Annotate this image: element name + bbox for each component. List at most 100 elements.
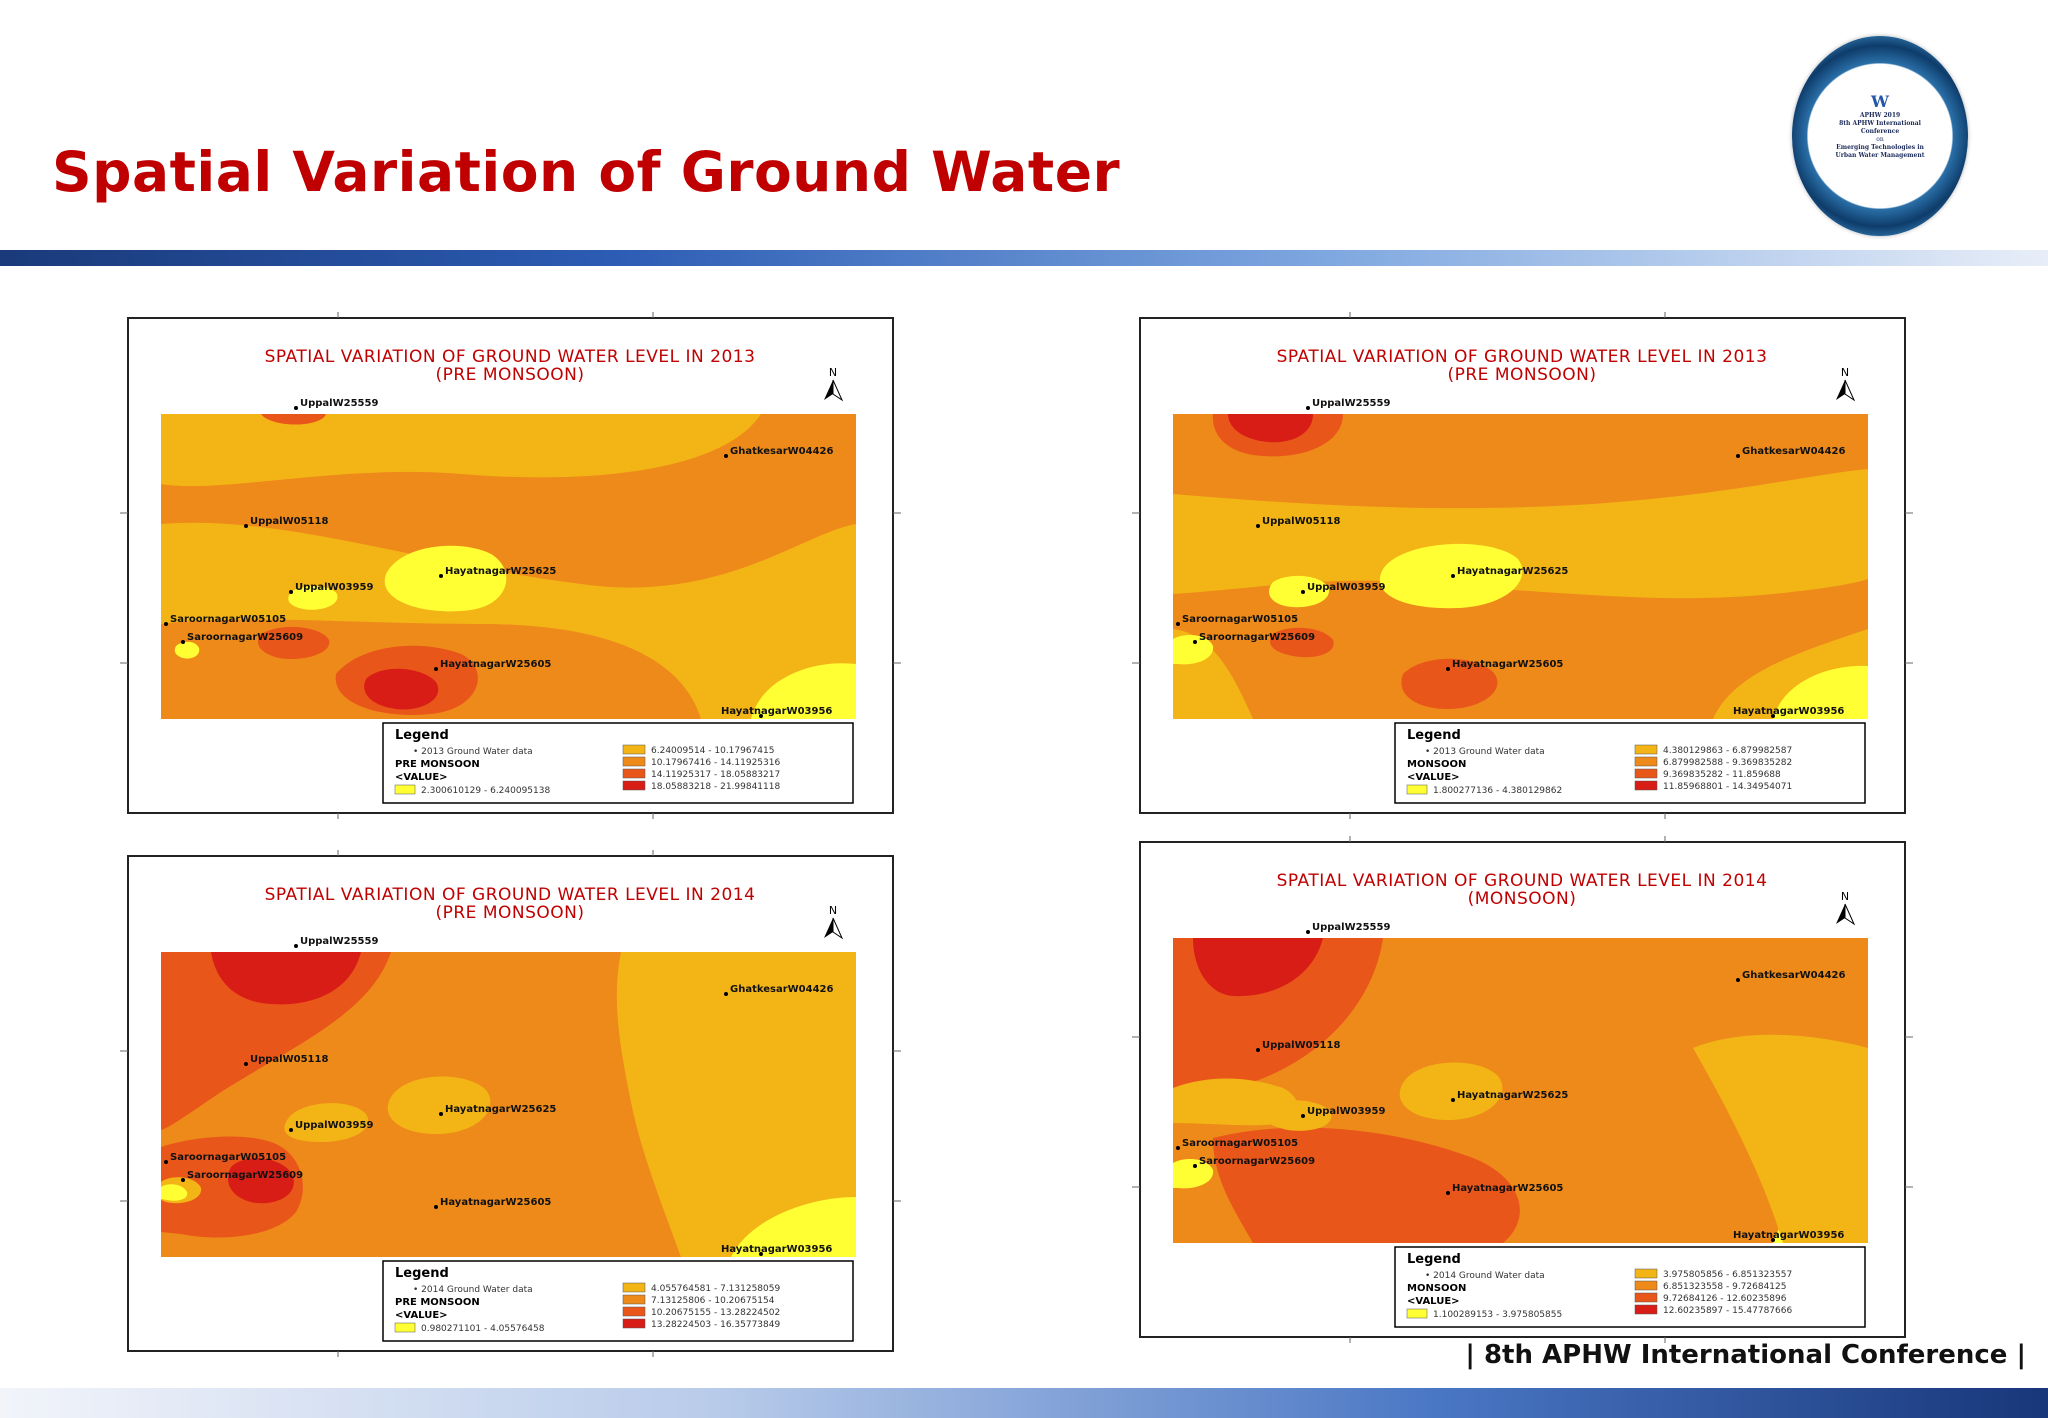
legend-swatch-class5 xyxy=(1634,780,1658,791)
well-point xyxy=(759,1252,763,1256)
well-point xyxy=(434,1205,438,1209)
well-label: SaroornagarW25609 xyxy=(1199,632,1315,643)
north-arrow-left xyxy=(824,380,833,400)
legend-point-label: • 2013 Ground Water data xyxy=(413,747,533,757)
legend-class-label: 14.11925317 - 18.05883217 xyxy=(651,770,780,780)
map-title: SPATIAL VARIATION OF GROUND WATER LEVEL … xyxy=(1277,871,1768,891)
well-label: UppalW25559 xyxy=(1312,398,1390,409)
north-arrow-right xyxy=(1844,903,1856,926)
interpolated-surface: UppalW25559 GhatkesarW04426 UppalW05118 Upp… xyxy=(161,936,856,1257)
legend-swatch-class1 xyxy=(1406,1308,1428,1319)
well-point xyxy=(759,714,763,718)
well-label: SaroornagarW05105 xyxy=(170,1152,286,1163)
well-label: UppalW25559 xyxy=(300,936,378,947)
legend-swatch-class4 xyxy=(1634,1292,1658,1303)
north-label: N xyxy=(1841,366,1849,379)
well-label: UppalW03959 xyxy=(295,1120,373,1131)
well-point xyxy=(244,524,248,528)
legend-class-label: 10.17967416 - 14.11925316 xyxy=(651,758,780,768)
logo-brand: W xyxy=(1871,92,1889,111)
legend-box: Legend • 2013 Ground Water data PRE MONSOO… xyxy=(382,722,854,804)
legend-swatch-class5 xyxy=(622,1318,646,1329)
zone-class3 xyxy=(1173,579,1868,719)
legend-class-label: 1.100289153 - 3.975805855 xyxy=(1433,1310,1562,1320)
legend-category: MONSOON xyxy=(1407,1283,1466,1294)
well-point xyxy=(1446,667,1450,671)
well-label: GhatkesarW04426 xyxy=(1742,446,1846,457)
well-label: HayatnagarW25605 xyxy=(440,659,551,670)
legend-swatch-class2 xyxy=(622,744,646,755)
zone-class1 xyxy=(384,545,507,612)
legend-swatch-class2 xyxy=(1634,744,1658,755)
well-point xyxy=(439,574,443,578)
zone-class2 xyxy=(1399,1062,1503,1120)
well-point xyxy=(181,1178,185,1182)
zone-class1 xyxy=(1173,634,1214,665)
footer-divider xyxy=(0,1388,2048,1418)
legend-swatch-class3 xyxy=(622,1294,646,1305)
legend-title: Legend xyxy=(1407,728,1461,743)
logo-line4: Emerging Technologies in xyxy=(1836,144,1924,151)
zone-class2 xyxy=(1260,1100,1332,1131)
well-label: HayatnagarW03956 xyxy=(1733,1230,1844,1241)
legend-class-label: 12.60235897 - 15.47787666 xyxy=(1663,1306,1792,1316)
map-subtitle: (PRE MONSOON) xyxy=(435,903,584,923)
legend-box: Legend • 2014 Ground Water data PRE MONSOO… xyxy=(382,1260,854,1342)
legend-point-label: • 2014 Ground Water data xyxy=(1425,1271,1545,1281)
well-label: UppalW05118 xyxy=(1262,1040,1340,1051)
legend-frame xyxy=(382,722,854,804)
footer-conference-text: | 8th APHW International Conference | xyxy=(1465,1340,2026,1370)
north-label: N xyxy=(829,366,837,379)
legend-swatch-class5 xyxy=(622,780,646,791)
well-label: GhatkesarW04426 xyxy=(1742,970,1846,981)
logo-line2: 8th APHW International Conference xyxy=(1839,120,1921,135)
well-label: UppalW05118 xyxy=(250,1054,328,1065)
well-point xyxy=(1306,930,1310,934)
legend-class-label: 0.980271101 - 4.05576458 xyxy=(421,1324,545,1334)
zone-class1 xyxy=(1173,1158,1214,1189)
well-point xyxy=(1736,454,1740,458)
legend-value-header: <VALUE> xyxy=(1407,772,1460,783)
well-point xyxy=(439,1112,443,1116)
legend-class-label: 4.055764581 - 7.131258059 xyxy=(651,1284,780,1294)
well-point xyxy=(1256,524,1260,528)
zone-class1 xyxy=(731,1197,856,1257)
zone-class5 xyxy=(1193,938,1323,997)
map-title: SPATIAL VARIATION OF GROUND WATER LEVEL … xyxy=(265,885,756,905)
legend-category: PRE MONSOON xyxy=(395,759,480,770)
legend-class-label: 9.369835282 - 11.859688 xyxy=(1663,770,1781,780)
legend-frame xyxy=(382,1260,854,1342)
header-divider xyxy=(0,250,2048,266)
north-arrow-left xyxy=(1836,904,1845,924)
legend-swatch-class3 xyxy=(622,756,646,767)
well-label: SaroornagarW25609 xyxy=(1199,1156,1315,1167)
map-subtitle: (PRE MONSOON) xyxy=(435,365,584,385)
well-point xyxy=(1451,1098,1455,1102)
well-point xyxy=(1256,1048,1260,1052)
well-point xyxy=(1176,622,1180,626)
logo-line1: APHW 2019 xyxy=(1859,112,1901,119)
legend-swatch-class3 xyxy=(1634,1280,1658,1291)
page-title: Spatial Variation of Ground Water xyxy=(52,140,1121,204)
well-point xyxy=(1301,1114,1305,1118)
legend-class-label: 6.851323558 - 9.72684125 xyxy=(1663,1282,1787,1292)
north-arrow-icon: N xyxy=(1836,890,1856,926)
well-point xyxy=(1446,1191,1450,1195)
well-point xyxy=(1771,714,1775,718)
well-label: HayatnagarW25625 xyxy=(445,566,556,577)
surface-zones xyxy=(161,952,856,1257)
logo-line3: on xyxy=(1876,136,1884,143)
legend-class-label: 6.24009514 - 10.17967415 xyxy=(651,746,775,756)
legend-swatch-class4 xyxy=(1634,768,1658,779)
legend-class-label: 10.20675155 - 13.28224502 xyxy=(651,1308,780,1318)
legend-swatch-class5 xyxy=(1634,1304,1658,1315)
zone-class1 xyxy=(174,641,200,659)
well-label: HayatnagarW25625 xyxy=(1457,566,1568,577)
north-arrow-icon: N xyxy=(824,366,844,402)
well-label: SaroornagarW25609 xyxy=(187,1170,303,1181)
surface-zones xyxy=(1173,414,1868,719)
well-label: HayatnagarW25625 xyxy=(1457,1090,1568,1101)
north-label: N xyxy=(1841,890,1849,903)
well-label: GhatkesarW04426 xyxy=(730,984,834,995)
